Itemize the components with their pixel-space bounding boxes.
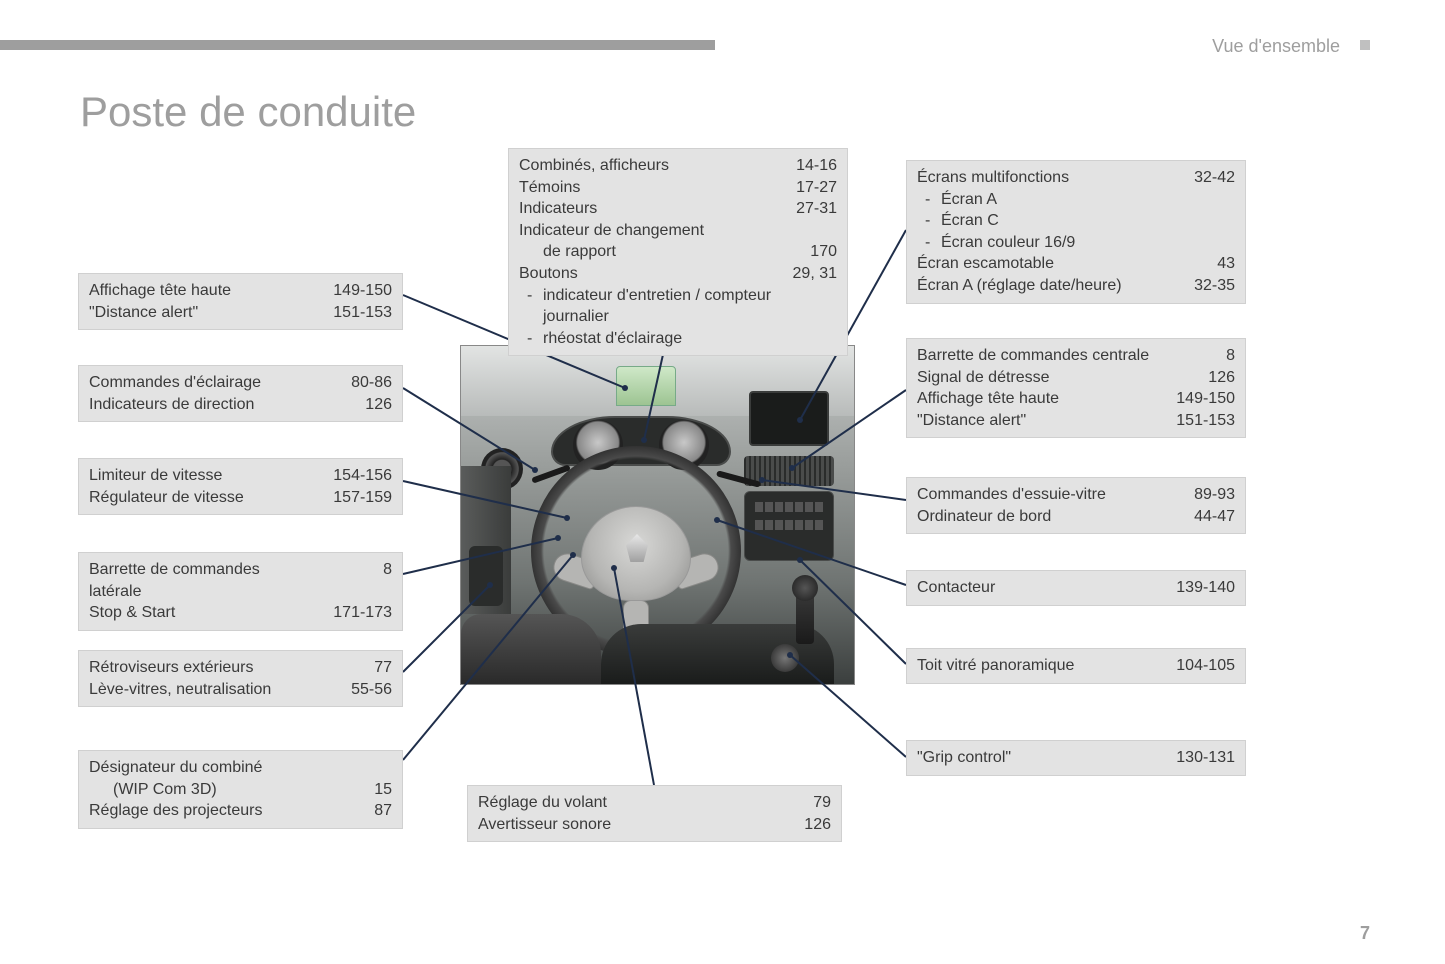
callout-pages: 170 bbox=[777, 241, 837, 263]
callout-pages: 79 bbox=[771, 792, 831, 814]
callout-pages: 149-150 bbox=[332, 280, 392, 302]
callout-l5: Rétroviseurs extérieurs 77 Lève-vitres, ne… bbox=[78, 650, 403, 707]
callout-pages: 8 bbox=[332, 559, 392, 602]
callout-label: Réglage des projecteurs bbox=[89, 800, 316, 822]
callout-label: Limiteur de vitesse bbox=[89, 465, 316, 487]
callout-pages: 151-153 bbox=[332, 302, 392, 324]
callout-pages: 171-173 bbox=[332, 602, 392, 624]
callout-pages: 14-16 bbox=[777, 155, 837, 177]
callout-label: Écran escamotable bbox=[917, 253, 1159, 275]
callout-label: "Distance alert" bbox=[89, 302, 316, 324]
callout-t1: Combinés, afficheurs 14-16 Témoins 17-27 Ind… bbox=[508, 148, 848, 356]
callout-pages: 130-131 bbox=[1175, 747, 1235, 769]
callout-pages: 87 bbox=[332, 800, 392, 822]
callout-pages: 15 bbox=[332, 779, 392, 801]
callout-label: Affichage tête haute bbox=[89, 280, 316, 302]
callout-label: Écran A (réglage date/heure) bbox=[917, 275, 1159, 297]
callout-label: de rapport bbox=[519, 241, 761, 263]
callout-label: Indicateurs de direction bbox=[89, 394, 316, 416]
callout-b1: Réglage du volant 79 Avertisseur sonore 126 bbox=[467, 785, 842, 842]
callout-pages: 77 bbox=[332, 657, 392, 679]
callout-r6: "Grip control" 130-131 bbox=[906, 740, 1246, 776]
callout-label: Réglage du volant bbox=[478, 792, 755, 814]
callout-l3: Limiteur de vitesse 154-156 Régulateur de … bbox=[78, 458, 403, 515]
header-accent-bar bbox=[0, 40, 715, 50]
callout-label: Contacteur bbox=[917, 577, 1159, 599]
callout-label: rhéostat d'éclairage bbox=[519, 328, 837, 350]
callout-pages: 17-27 bbox=[777, 177, 837, 199]
callout-pages: 29, 31 bbox=[777, 263, 837, 285]
callout-label: Signal de détresse bbox=[917, 367, 1159, 389]
breadcrumb: Vue d'ensemble bbox=[1212, 36, 1340, 57]
callout-label: Boutons bbox=[519, 263, 761, 285]
callout-r2: Barrette de commandes centrale 8 Signal de… bbox=[906, 338, 1246, 438]
callout-label: Régulateur de vitesse bbox=[89, 487, 316, 509]
callout-pages: 32-35 bbox=[1175, 275, 1235, 297]
callout-pages: 8 bbox=[1175, 345, 1235, 367]
callout-label: Écrans multifonctions bbox=[917, 167, 1159, 189]
callout-pages: 139-140 bbox=[1175, 577, 1235, 599]
callout-label: Commandes d'éclairage bbox=[89, 372, 316, 394]
callout-label: Écran C bbox=[917, 210, 1235, 232]
callout-r3: Commandes d'essuie-vitre 89-93 Ordinateur … bbox=[906, 477, 1246, 534]
callout-pages: 32-42 bbox=[1175, 167, 1235, 189]
callout-label: Toit vitré panoramique bbox=[917, 655, 1159, 677]
callout-label: "Distance alert" bbox=[917, 410, 1159, 432]
dashboard-illustration bbox=[460, 345, 855, 685]
callout-pages: 27-31 bbox=[777, 198, 837, 220]
callout-pages: 149-150 bbox=[1175, 388, 1235, 410]
callout-label: indicateur d'entretien / compteur journa… bbox=[519, 285, 837, 328]
callout-l4: Barrette de commandes latérale 8 Stop & St… bbox=[78, 552, 403, 631]
callout-pages: 43 bbox=[1175, 253, 1235, 275]
callout-l6: Désignateur du combiné(WIP Com 3D) 15 Régl… bbox=[78, 750, 403, 829]
callout-pages: 126 bbox=[771, 814, 831, 836]
page-title: Poste de conduite bbox=[80, 88, 416, 136]
callout-label: Combinés, afficheurs bbox=[519, 155, 761, 177]
callout-l2: Commandes d'éclairage 80-86 Indicateurs de… bbox=[78, 365, 403, 422]
callout-label: Témoins bbox=[519, 177, 761, 199]
callout-label: Stop & Start bbox=[89, 602, 316, 624]
callout-pages: 80-86 bbox=[332, 372, 392, 394]
header-accent-square bbox=[1360, 40, 1370, 50]
callout-label: Lève-vitres, neutralisation bbox=[89, 679, 316, 701]
callout-label: Barrette de commandes latérale bbox=[89, 559, 316, 602]
callout-label: Indicateur de changement bbox=[519, 220, 837, 242]
callout-label: Ordinateur de bord bbox=[917, 506, 1159, 528]
callout-label: "Grip control" bbox=[917, 747, 1159, 769]
callout-pages: 44-47 bbox=[1175, 506, 1235, 528]
callout-label: Affichage tête haute bbox=[917, 388, 1159, 410]
callout-label: Désignateur du combiné bbox=[89, 757, 392, 779]
callout-r1: Écrans multifonctions 32-42Écran AÉcran C… bbox=[906, 160, 1246, 304]
callout-pages: 154-156 bbox=[332, 465, 392, 487]
callout-label: Indicateurs bbox=[519, 198, 761, 220]
callout-pages: 151-153 bbox=[1175, 410, 1235, 432]
callout-pages: 126 bbox=[332, 394, 392, 416]
callout-pages: 89-93 bbox=[1175, 484, 1235, 506]
callout-pages: 55-56 bbox=[332, 679, 392, 701]
callout-label: Commandes d'essuie-vitre bbox=[917, 484, 1159, 506]
callout-pages: 126 bbox=[1175, 367, 1235, 389]
callout-pages: 104-105 bbox=[1175, 655, 1235, 677]
callout-label: Rétroviseurs extérieurs bbox=[89, 657, 316, 679]
callout-label: (WIP Com 3D) bbox=[89, 779, 316, 801]
page-number: 7 bbox=[1360, 923, 1370, 944]
callout-r5: Toit vitré panoramique 104-105 bbox=[906, 648, 1246, 684]
callout-label: Écran couleur 16/9 bbox=[917, 232, 1235, 254]
callout-pages: 157-159 bbox=[332, 487, 392, 509]
callout-l1: Affichage tête haute 149-150 "Distance ale… bbox=[78, 273, 403, 330]
callout-label: Avertisseur sonore bbox=[478, 814, 755, 836]
callout-label: Barrette de commandes centrale bbox=[917, 345, 1159, 367]
callout-r4: Contacteur 139-140 bbox=[906, 570, 1246, 606]
callout-label: Écran A bbox=[917, 189, 1235, 211]
